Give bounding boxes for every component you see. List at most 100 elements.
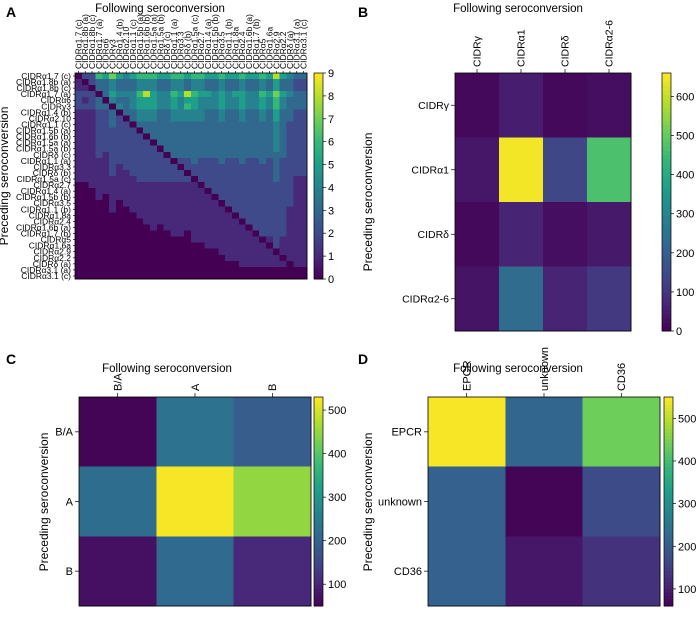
colorbar-segment — [664, 435, 673, 440]
heatmap-cell — [122, 169, 130, 177]
y-tick-label: EPCR — [391, 427, 422, 439]
heatmap-cell — [129, 236, 137, 244]
heatmap-cell — [211, 212, 219, 219]
heatmap-cell — [143, 133, 151, 141]
y-tick-label: CIDRα1.6a — [29, 241, 72, 251]
colorbar-segment — [662, 262, 671, 267]
heatmap-cell — [95, 151, 103, 159]
heatmap-cell — [259, 97, 267, 104]
heatmap-cell — [286, 127, 294, 134]
heatmap-cell — [143, 151, 151, 159]
colorbar-segment — [664, 532, 673, 537]
heatmap-cell — [286, 230, 294, 237]
heatmap-cell — [95, 260, 103, 268]
heatmap-cell — [150, 254, 158, 262]
colorbar-segment — [314, 182, 323, 187]
heatmap-cell — [170, 260, 178, 268]
x-tick-label: B/A — [113, 373, 125, 391]
heatmap-cell — [129, 200, 137, 207]
heatmap-cell — [115, 260, 124, 268]
heatmap-cell — [293, 127, 301, 134]
heatmap-cell — [184, 169, 192, 177]
heatmap-cell — [211, 85, 219, 92]
heatmap-cell — [81, 151, 90, 159]
colorbar-segment — [664, 543, 673, 548]
colorbar-segment — [662, 197, 671, 203]
heatmap-cell — [587, 266, 632, 332]
heatmap-cell — [95, 248, 103, 256]
heatmap-cell — [129, 127, 137, 134]
heatmap-cell — [286, 224, 294, 231]
heatmap-cell — [102, 236, 110, 244]
heatmap-cell — [170, 236, 178, 244]
heatmap-cell — [129, 272, 137, 280]
heatmap-cell — [109, 206, 117, 213]
heatmap-cell — [102, 224, 110, 231]
heatmap-cell — [81, 212, 90, 219]
heatmap-cell — [156, 536, 235, 607]
heatmap-cell — [88, 242, 96, 250]
heatmap-cell — [204, 151, 212, 159]
heatmap-cell — [136, 157, 144, 165]
heatmap-cell — [150, 248, 158, 256]
colorbar-segment — [664, 438, 673, 443]
heatmap-cell — [177, 236, 185, 244]
heatmap-cell — [150, 115, 158, 122]
heatmap-cell — [279, 212, 287, 219]
heatmap-cell — [150, 230, 158, 237]
heatmap-cell — [122, 266, 130, 274]
heatmap-cell — [81, 169, 90, 177]
heatmap-cell — [102, 151, 110, 159]
colorbar-segment — [662, 283, 671, 289]
heatmap-cell — [136, 176, 144, 183]
heatmap-cell — [204, 212, 212, 219]
heatmap-cell — [136, 260, 144, 268]
heatmap-cell — [233, 536, 312, 607]
heatmap-cell — [543, 202, 588, 267]
heatmap-cell — [109, 133, 117, 141]
heatmap-cell — [300, 194, 308, 201]
heatmap-cell — [122, 218, 130, 225]
x-tick-label: CIDRα1.6b (a) — [244, 14, 254, 69]
heatmap-cell — [266, 272, 274, 280]
heatmap-cell — [259, 206, 267, 213]
colorbar-segment — [314, 456, 323, 461]
heatmap-cell — [177, 260, 185, 268]
heatmap-cell — [259, 163, 267, 171]
heatmap-cell — [211, 97, 219, 104]
heatmap-cell — [218, 115, 226, 122]
heatmap-cell — [293, 254, 301, 262]
heatmap-cell — [238, 109, 246, 116]
x-tick-label: CIDRα1.5a (a) — [148, 14, 158, 69]
heatmap-cell — [279, 163, 287, 171]
heatmap-cell — [279, 157, 287, 165]
heatmap-cells — [79, 397, 312, 607]
heatmap-cell — [191, 85, 199, 92]
colorbar-frame — [313, 72, 324, 280]
heatmap-cell — [211, 272, 219, 280]
colorbar-segment — [664, 400, 673, 405]
heatmap-cell — [156, 109, 165, 116]
colorbar-segment — [314, 449, 323, 454]
heatmap-cell — [156, 218, 165, 225]
heatmap-cell — [109, 182, 117, 189]
heatmap-cell — [129, 224, 137, 231]
heatmap-cell — [177, 145, 185, 153]
heatmap-cell — [75, 218, 83, 225]
heatmap-cell — [238, 133, 246, 141]
x-tick-label: CIDRα5 — [258, 38, 268, 69]
heatmap-cell — [231, 73, 240, 80]
colorbar-segment — [662, 73, 671, 78]
colorbar-segment — [314, 403, 323, 408]
heatmap-cell — [225, 212, 233, 219]
heatmap-cell — [272, 176, 281, 183]
heatmap-cell — [143, 224, 151, 231]
heatmap-cell — [293, 248, 301, 256]
heatmap-cell — [122, 254, 130, 262]
colorbar-segment — [662, 318, 671, 323]
heatmap-cell — [272, 194, 281, 201]
colorbar-segment — [662, 300, 671, 306]
colorbar-segment — [314, 251, 323, 256]
heatmap-cell — [252, 139, 260, 147]
heatmap-cell — [259, 121, 267, 128]
